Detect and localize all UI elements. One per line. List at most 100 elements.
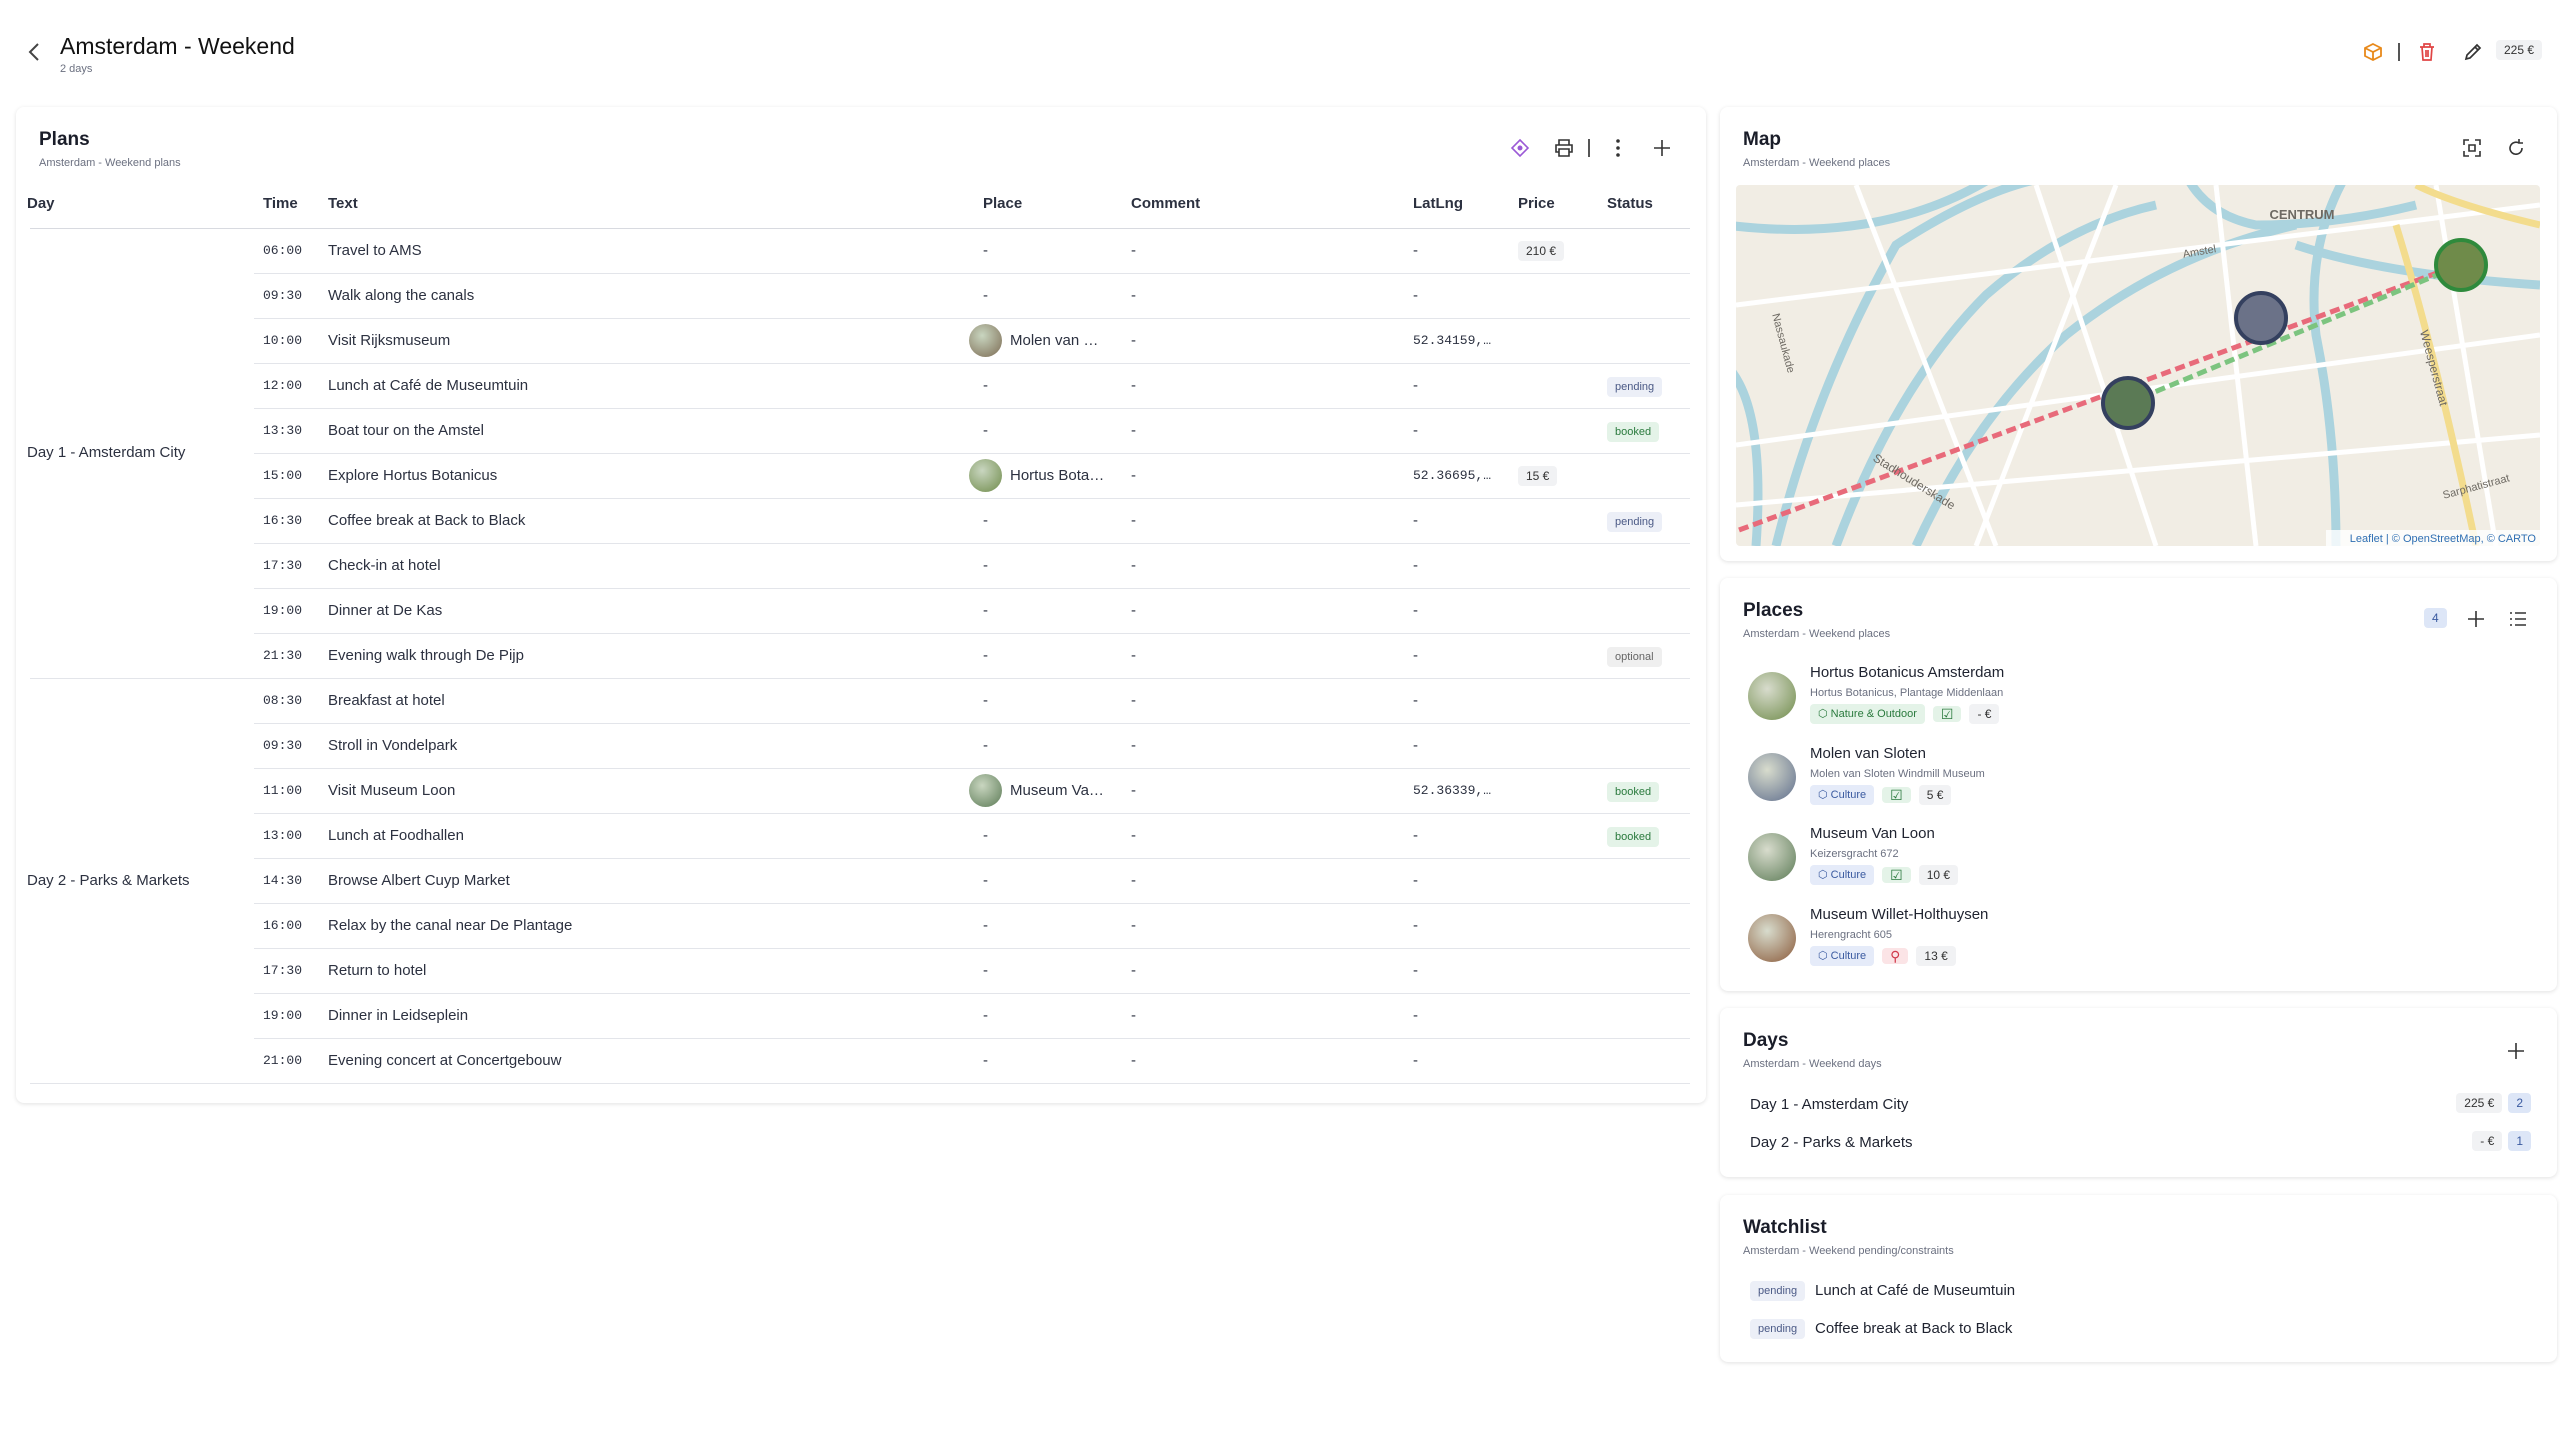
text-cell[interactable]: Visit Museum Loon <box>328 782 456 799</box>
comment-cell: - <box>1131 557 1136 574</box>
time-cell: 09:30 <box>263 738 303 753</box>
time-cell: 19:00 <box>263 1008 303 1023</box>
text-cell[interactable]: Browse Albert Cuyp Market <box>328 872 510 889</box>
day-stats: 225 €2 <box>2456 1093 2531 1113</box>
status-cell: pending <box>1607 498 1663 543</box>
box-button[interactable] <box>2363 42 2383 62</box>
list-button[interactable] <box>2508 609 2528 629</box>
place-cell: - <box>983 917 988 934</box>
latlng-cell: - <box>1413 557 1418 574</box>
text-cell[interactable]: Lunch at Café de Museumtuin <box>328 377 529 394</box>
place-cell: - <box>983 827 988 844</box>
text-cell[interactable]: Visit Rijksmuseum <box>328 332 451 349</box>
text-cell[interactable]: Boat tour on the Amstel <box>328 422 484 439</box>
comment-cell: - <box>1131 962 1136 979</box>
time-cell: 16:30 <box>263 513 303 528</box>
category-text: Culture <box>1830 949 1867 962</box>
text-cell[interactable]: Evening walk through De Pijp <box>328 647 524 664</box>
plans-card: Plans Amsterdam - Weekend plans Day Time T… <box>16 107 1706 1103</box>
text-cell[interactable]: Relax by the canal near De Plantage <box>328 917 573 934</box>
place-cell[interactable]: Museum Va… <box>1010 782 1104 799</box>
text-cell[interactable]: Check-in at hotel <box>328 557 441 574</box>
map-marker[interactable] <box>2234 291 2288 345</box>
text-cell[interactable]: Dinner at De Kas <box>328 602 443 619</box>
place-cell[interactable]: Molen van … <box>1010 332 1099 349</box>
latlng-cell: - <box>1413 512 1418 529</box>
text-cell[interactable]: Walk along the canals <box>328 287 475 304</box>
map-attribution: Leaflet | © OpenStreetMap, © CARTO <box>2350 533 2537 545</box>
place-cell: - <box>983 422 988 439</box>
refresh-button[interactable] <box>2506 138 2526 158</box>
back-button[interactable] <box>26 42 42 62</box>
places-subtitle: Amsterdam - Weekend places <box>1743 628 1891 640</box>
place-name[interactable]: Museum Van Loon <box>1810 825 1935 842</box>
ai-button[interactable] <box>1510 138 1530 158</box>
plans-subtitle: Amsterdam - Weekend plans <box>39 157 181 169</box>
time-cell: 13:30 <box>263 423 303 438</box>
category-text: Nature & Outdoor <box>1830 708 1917 720</box>
watchlist-subtitle: Amsterdam - Weekend pending/constraints <box>1743 1245 1954 1257</box>
status-badge: pending <box>1607 512 1663 532</box>
latlng-cell: 52.34159,… <box>1413 333 1492 348</box>
place-cell[interactable]: Hortus Bota… <box>1010 467 1105 484</box>
map-subtitle: Amsterdam - Weekend places <box>1743 157 1891 169</box>
time-cell: 10:00 <box>263 333 303 348</box>
map-card: Map Amsterdam - Weekend places CENTRUM St… <box>1720 107 2557 561</box>
map-marker[interactable] <box>2434 238 2488 292</box>
place-cell: - <box>983 242 988 259</box>
text-cell[interactable]: Breakfast at hotel <box>328 692 445 709</box>
place-cell: - <box>983 602 988 619</box>
text-cell[interactable]: Evening concert at Concertgebouw <box>328 1052 562 1069</box>
category-text: Culture <box>1830 869 1867 881</box>
place-cell: - <box>983 512 988 529</box>
place-price: 10 € <box>1918 865 1959 885</box>
time-cell: 21:30 <box>263 648 303 663</box>
separator <box>1588 139 1590 157</box>
time-cell: 17:30 <box>263 963 303 978</box>
day-count: 2 <box>2508 1093 2531 1113</box>
place-name[interactable]: Molen van Sloten <box>1810 744 1926 762</box>
latlng-cell: - <box>1413 602 1418 619</box>
day-name[interactable]: Day 2 - Parks & Markets <box>1750 1134 1913 1151</box>
text-cell[interactable]: Lunch at Foodhallen <box>328 827 464 844</box>
comment-cell: - <box>1131 602 1136 619</box>
add-plan-button[interactable] <box>1652 138 1672 158</box>
day-cell: Day 2 - Parks & Markets <box>27 872 190 889</box>
text-cell[interactable]: Return to hotel <box>328 962 427 979</box>
status-cell: booked <box>1607 768 1660 813</box>
time-cell: 19:00 <box>263 603 303 618</box>
places-count-text: 4 <box>2424 608 2447 628</box>
edit-button[interactable] <box>2463 42 2483 62</box>
map-label: Amstel <box>2182 243 2217 261</box>
print-button[interactable] <box>1554 138 1574 158</box>
text-cell[interactable]: Stroll in Vondelpark <box>328 737 458 754</box>
time-cell: 08:30 <box>263 693 303 708</box>
row-rule <box>254 813 1690 814</box>
text-cell[interactable]: Dinner in Leidseplein <box>328 1007 469 1024</box>
place-name[interactable]: Hortus Botanicus Amsterdam <box>1810 664 2005 681</box>
text-cell[interactable]: Explore Hortus Botanicus <box>328 467 498 484</box>
place-cell: - <box>983 1052 988 1069</box>
time-cell: 06:00 <box>263 243 303 258</box>
comment-cell: - <box>1131 917 1136 934</box>
text-cell[interactable]: Coffee break at Back to Black <box>328 512 526 529</box>
day-name[interactable]: Day 1 - Amsterdam City <box>1750 1096 1909 1113</box>
add-day-button[interactable] <box>2506 1041 2526 1061</box>
more-button[interactable] <box>1608 138 1628 158</box>
delete-button[interactable] <box>2417 42 2437 62</box>
fit-button[interactable] <box>2462 138 2482 158</box>
status-cell: booked <box>1607 408 1660 453</box>
map-marker[interactable] <box>2101 376 2155 430</box>
latlng-cell: - <box>1413 692 1418 709</box>
day-price: 225 € <box>2456 1093 2503 1113</box>
place-thumb <box>969 459 1002 492</box>
text-cell[interactable]: Travel to AMS <box>328 242 422 259</box>
place-name[interactable]: Museum Willet-Holthuysen <box>1810 905 1989 923</box>
comment-cell: - <box>1131 422 1136 439</box>
status-pin: ⚲ <box>1882 947 1909 964</box>
add-place-button[interactable] <box>2466 609 2486 629</box>
map[interactable]: CENTRUMStadhouderskadeWeesperstraatSarph… <box>1736 185 2540 546</box>
place-avatar <box>1748 752 1796 801</box>
comment-cell: - <box>1131 737 1136 754</box>
